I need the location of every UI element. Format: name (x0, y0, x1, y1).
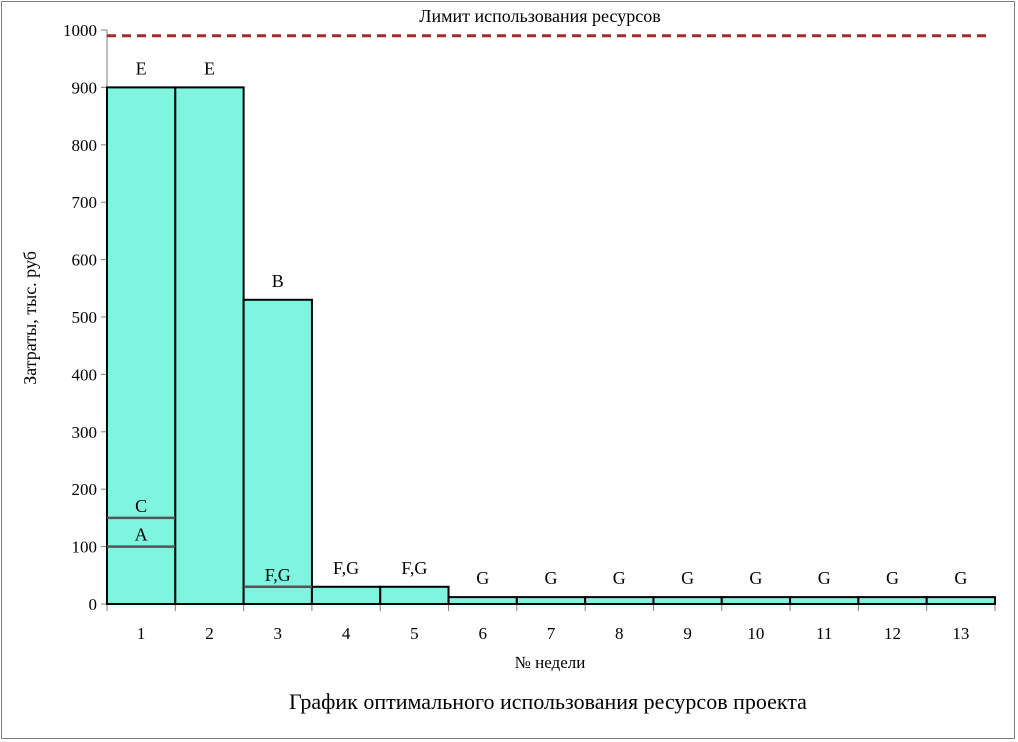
bar-label: G (613, 568, 626, 588)
x-tick-label: 2 (205, 624, 214, 643)
y-tick-label: 1000 (63, 21, 97, 40)
y-tick-label: 500 (72, 308, 98, 327)
y-axis-label: Затраты, тыс. руб (20, 251, 40, 385)
bar-label: G (545, 568, 558, 588)
bar (515, 596, 587, 605)
bar-label: E (136, 58, 147, 78)
y-axis: 0 100 200 300 400 500 600 700 800 900 1000 (63, 21, 108, 614)
y-tick-label: 300 (72, 423, 98, 442)
bar-label: F,G (333, 558, 359, 578)
y-tick-label: 400 (72, 365, 98, 384)
bar (720, 596, 792, 605)
y-tick-label: 900 (72, 78, 98, 97)
bar-label: G (681, 568, 694, 588)
x-tick-label: 5 (410, 624, 419, 643)
y-tick-label: 200 (72, 480, 98, 499)
x-tick-label: 10 (747, 624, 764, 643)
segment-label: A (135, 525, 148, 545)
bar (789, 596, 860, 605)
bar-label: G (476, 568, 489, 588)
y-tick-label: 600 (72, 251, 98, 270)
segment-label: F,G (265, 565, 291, 585)
bar-label: B (272, 271, 284, 291)
bar-label: G (886, 568, 899, 588)
y-tick-label: 100 (72, 538, 98, 557)
x-tick-label: 6 (478, 624, 487, 643)
bar (174, 86, 245, 605)
bar-label: F,G (401, 558, 427, 578)
bar (242, 298, 313, 605)
x-tick-label: 4 (342, 624, 351, 643)
x-tick-label: 13 (952, 624, 969, 643)
chart-title: График оптимального использования ресурс… (289, 689, 807, 714)
bars (106, 86, 997, 606)
x-axis-label: № недели (515, 653, 586, 672)
bar (447, 596, 518, 605)
segment-label: C (135, 496, 147, 516)
bar (925, 596, 997, 605)
bar-label: G (954, 568, 967, 588)
bar (584, 596, 655, 605)
bar-label: E (204, 58, 215, 78)
bar-label: G (818, 568, 831, 588)
bar (379, 585, 450, 606)
y-tick-label: 800 (72, 136, 98, 155)
bar (310, 585, 382, 606)
limit-label: Лимит использования ресурсов (419, 6, 660, 26)
x-tick-label: 11 (816, 624, 832, 643)
x-tick-label: 12 (884, 624, 901, 643)
bar-labels: E E B F,G F,G G G G G G G G G CA F,G (135, 58, 968, 588)
x-tick-label: 1 (137, 624, 146, 643)
y-tick-label: 0 (89, 595, 98, 614)
x-tick-label: 8 (615, 624, 624, 643)
bar (857, 596, 928, 605)
y-tick-label: 700 (72, 193, 98, 212)
x-tick-label: 9 (683, 624, 692, 643)
x-tick-label: 3 (274, 624, 283, 643)
x-tick-label: 7 (547, 624, 556, 643)
bar-label: G (749, 568, 762, 588)
x-axis: 1 2 3 4 5 6 7 8 9 10 11 12 13 (106, 603, 996, 643)
bar (652, 596, 723, 605)
